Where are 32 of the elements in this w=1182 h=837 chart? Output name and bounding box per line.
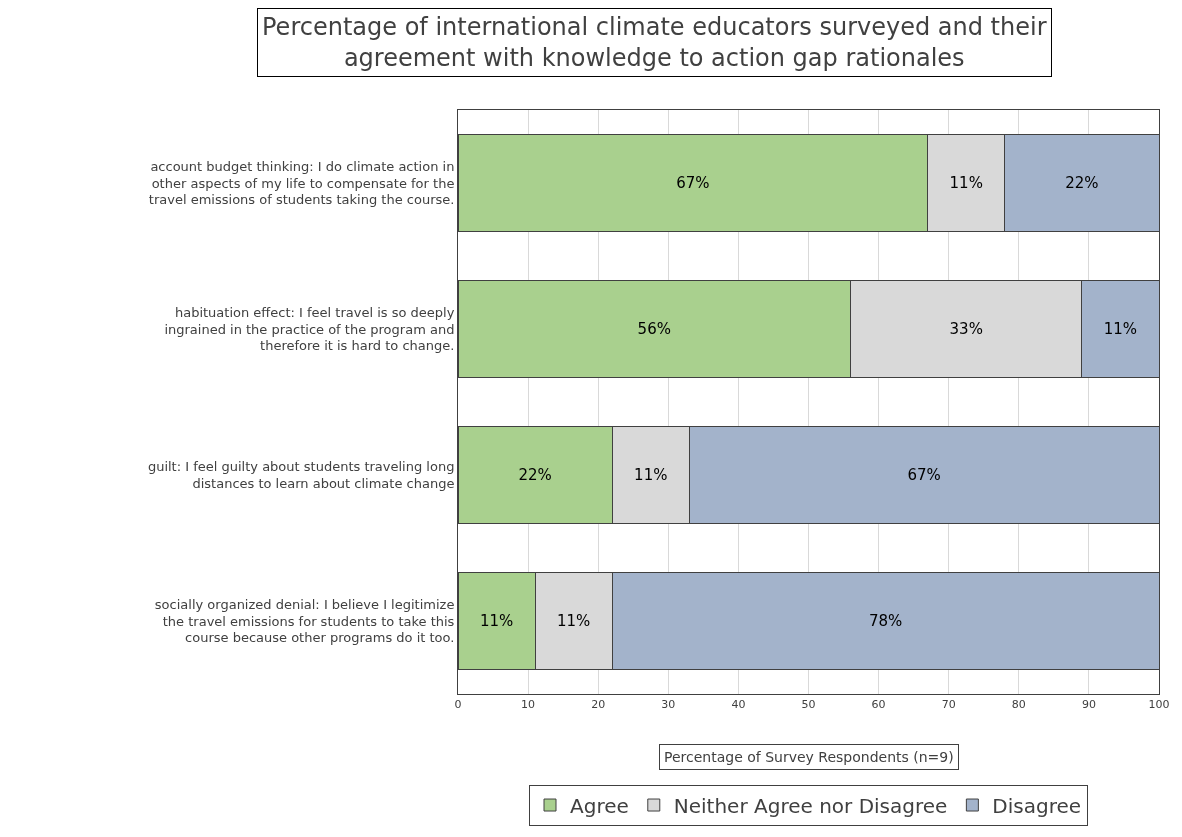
x-tick-label: 20 bbox=[591, 698, 606, 712]
data-label: 67% bbox=[676, 174, 710, 192]
data-label: 11% bbox=[949, 174, 983, 192]
x-tick-label: 60 bbox=[871, 698, 886, 712]
y-tick-label: account budget thinking: I do climate action in other aspects of my life to compensate for the travel emissions of students taking the course. bbox=[148, 158, 455, 208]
x-tick-label: 100 bbox=[1148, 698, 1170, 712]
x-tick-label: 40 bbox=[731, 698, 746, 712]
data-label: 11% bbox=[556, 612, 591, 630]
data-label: 22% bbox=[518, 466, 552, 484]
x-axis-title: Percentage of Survey Respondents (n=9) bbox=[664, 749, 954, 765]
y-tick-label: habituation effect: I feel travel is so deeply ingrained in the practice of the program and therefore it is hard to change. bbox=[164, 304, 455, 354]
chart-title: Percentage of international climate educators surveyed and their agreement with knowledge to action gap rationales bbox=[262, 13, 1047, 73]
x-tick-label: 70 bbox=[941, 698, 956, 712]
data-label: 67% bbox=[907, 466, 941, 484]
x-tick-label: 90 bbox=[1081, 698, 1096, 712]
x-tick-label: 10 bbox=[521, 698, 536, 712]
y-tick-label: socially organized denial: I believe I legitimize the travel emissions for students to take this course because other programs do it too. bbox=[154, 596, 455, 646]
data-label: 22% bbox=[1065, 174, 1099, 192]
legend-label: Agree bbox=[570, 793, 629, 818]
x-tick-label: 30 bbox=[661, 698, 676, 712]
data-label: 78% bbox=[868, 612, 903, 630]
data-label: 11% bbox=[634, 466, 668, 484]
legend-label: Disagree bbox=[992, 793, 1082, 818]
legend-label: Neither Agree nor Disagree bbox=[673, 793, 948, 818]
data-label: 11% bbox=[479, 612, 514, 630]
data-label: 11% bbox=[1103, 320, 1138, 338]
x-tick-label: 80 bbox=[1011, 698, 1026, 712]
data-label: 56% bbox=[637, 320, 671, 338]
y-tick-label: guilt: I feel guilty about students traveling long distances to learn about climate change bbox=[147, 459, 455, 491]
x-tick-label: 0 bbox=[454, 698, 462, 712]
data-label: 33% bbox=[949, 320, 983, 338]
x-tick-label: 50 bbox=[801, 698, 816, 712]
